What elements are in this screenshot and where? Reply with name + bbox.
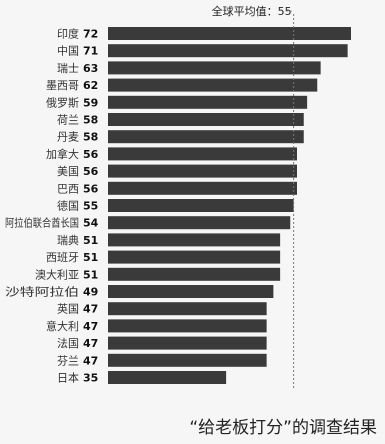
value-label: 54 [83, 217, 99, 230]
value-label: 51 [83, 234, 98, 247]
average-reference-label: 全球平均值：55 [212, 4, 292, 18]
bar [108, 371, 227, 384]
category-label: 美国 [57, 165, 79, 178]
value-label: 47 [83, 354, 98, 367]
value-label: 47 [83, 320, 98, 333]
bar [108, 353, 267, 367]
bar [108, 44, 348, 58]
category-label: 法国 [57, 336, 79, 350]
bar [108, 302, 267, 316]
value-label: 59 [83, 96, 98, 109]
bar [108, 319, 267, 333]
category-label: 英国 [57, 302, 79, 316]
category-label: 荷兰 [57, 114, 79, 127]
bar [108, 61, 321, 75]
category-label: 西班牙 [46, 251, 79, 264]
bar [108, 336, 267, 350]
category-label: 意大利 [46, 319, 79, 333]
category-label: 沙特阿拉伯 [5, 285, 79, 299]
category-label: 墨西哥 [46, 79, 79, 92]
category-label: 芬兰 [57, 354, 79, 367]
category-label: 澳大利亚 [35, 267, 79, 281]
category-label: 中国 [57, 45, 79, 58]
bar [108, 147, 297, 161]
value-label: 56 [83, 148, 99, 161]
category-label: 瑞士 [57, 61, 79, 75]
bar [108, 130, 304, 144]
value-label: 51 [83, 268, 98, 281]
bar [108, 164, 297, 178]
category-label: 丹麦 [57, 131, 79, 144]
bar [108, 95, 308, 109]
value-label: 35 [83, 372, 98, 385]
value-label: 47 [83, 303, 98, 316]
bar [108, 233, 281, 247]
value-label: 62 [83, 79, 98, 92]
bar [108, 199, 294, 212]
value-label: 63 [83, 62, 98, 75]
bar [108, 267, 281, 281]
value-label: 56 [83, 165, 99, 178]
category-label: 加拿大 [46, 147, 79, 161]
category-label: 德国 [57, 199, 79, 213]
category-label: 印度 [57, 27, 79, 41]
category-label: 阿拉伯联合酋长国 [5, 216, 79, 230]
value-label: 47 [83, 337, 98, 350]
category-label: 日本 [57, 371, 79, 385]
value-label: 58 [83, 114, 98, 127]
value-label: 51 [83, 251, 98, 264]
value-label: 58 [83, 131, 98, 144]
category-label: 瑞典 [57, 233, 79, 247]
category-label: 巴西 [57, 182, 79, 195]
bar [108, 78, 318, 92]
value-label: 49 [83, 286, 98, 299]
value-label: 56 [83, 182, 99, 195]
value-label: 55 [83, 200, 98, 213]
chart-caption: “给老板打分”的调查结果 [189, 418, 377, 438]
bar [108, 27, 351, 40]
bar [108, 216, 291, 230]
value-label: 72 [83, 28, 98, 41]
bar [108, 285, 274, 298]
bar [108, 181, 297, 195]
bar [108, 113, 304, 126]
value-label: 71 [83, 45, 98, 58]
category-label: 俄罗斯 [46, 96, 79, 109]
bar [108, 250, 281, 264]
